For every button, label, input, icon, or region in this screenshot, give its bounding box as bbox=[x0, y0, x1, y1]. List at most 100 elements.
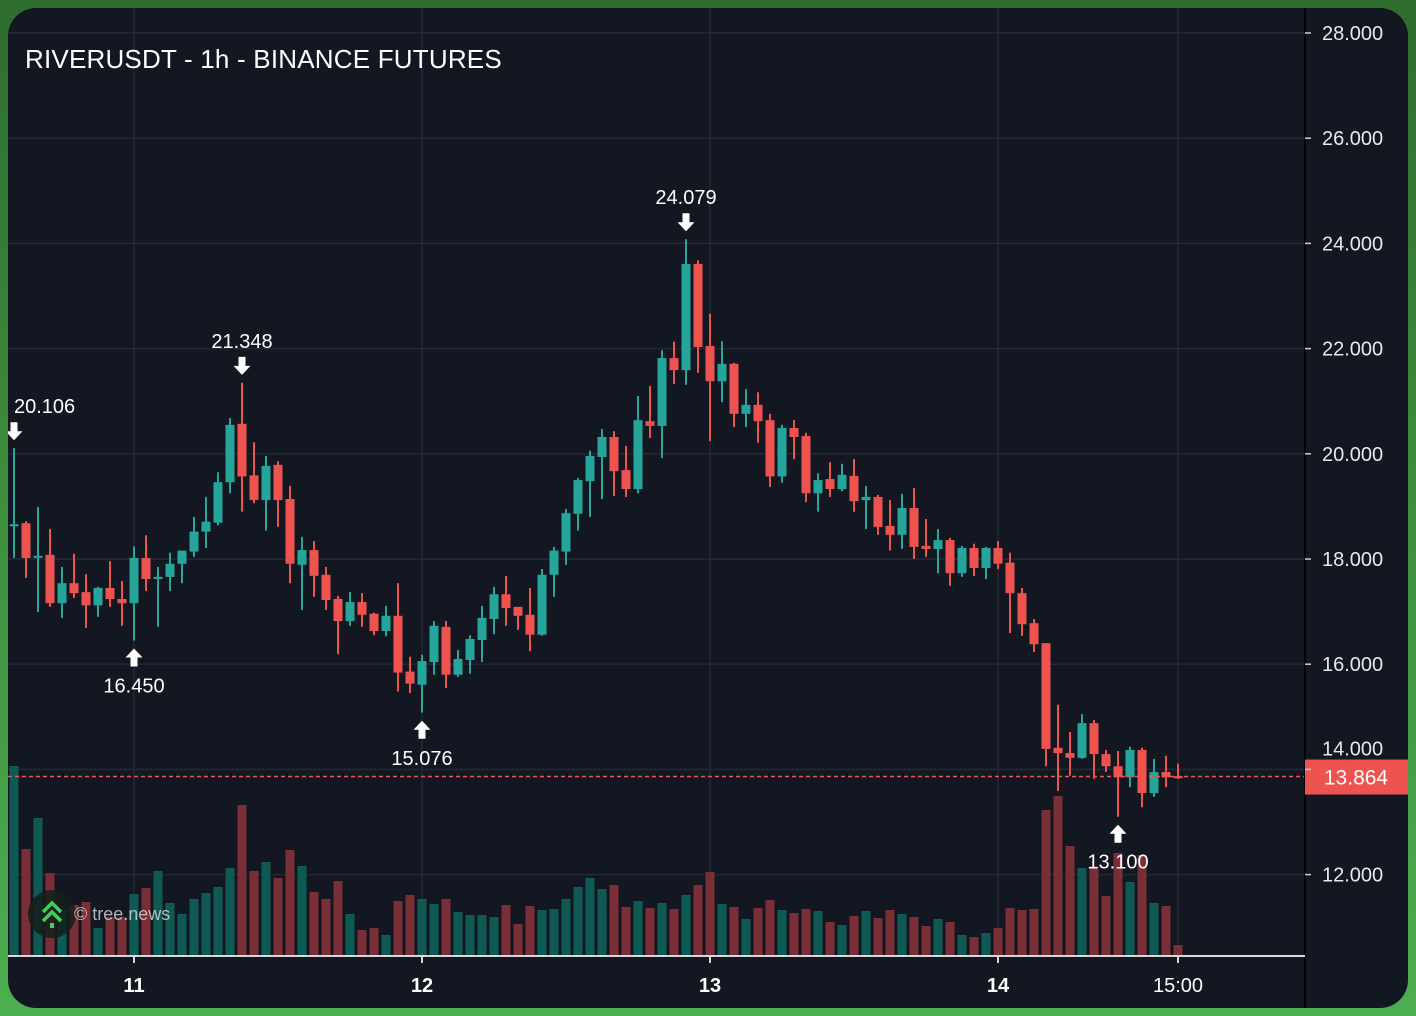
volume-bar bbox=[657, 903, 667, 955]
volume-bar bbox=[849, 916, 859, 955]
y-tick-label: 22.000 bbox=[1322, 339, 1383, 361]
candle bbox=[549, 546, 559, 597]
candle bbox=[345, 592, 355, 626]
candle bbox=[597, 429, 607, 500]
x-tick-label: 13 bbox=[699, 975, 721, 997]
volume-bar bbox=[249, 871, 259, 955]
candle bbox=[1029, 618, 1039, 653]
candle-body bbox=[1077, 723, 1087, 758]
candle-body bbox=[1125, 749, 1135, 778]
volume-bar bbox=[1137, 855, 1147, 955]
candle-body bbox=[909, 507, 919, 547]
candle bbox=[633, 395, 643, 494]
candle-body bbox=[153, 576, 163, 579]
candle bbox=[849, 459, 859, 512]
candlestick-chart[interactable]: 20.106 21.348 24.079 16.450 15.076 13.100 13.8… bbox=[8, 8, 1408, 1008]
candle-body bbox=[141, 557, 151, 579]
candle bbox=[861, 485, 871, 530]
candle-body bbox=[981, 547, 991, 568]
volume-bar bbox=[741, 919, 751, 955]
candle-body bbox=[741, 404, 751, 414]
candle bbox=[33, 506, 43, 613]
candle bbox=[225, 418, 235, 494]
candle-body bbox=[753, 404, 763, 422]
volume-bar bbox=[321, 899, 331, 955]
candle-body bbox=[201, 521, 211, 532]
candle-body bbox=[117, 598, 127, 604]
candle bbox=[1089, 719, 1099, 779]
candle-body bbox=[21, 523, 31, 558]
candle bbox=[897, 493, 907, 550]
volume-bar bbox=[345, 914, 355, 955]
volume-bar bbox=[753, 908, 763, 955]
volume-bar bbox=[1041, 810, 1051, 955]
candle-body bbox=[69, 583, 79, 594]
volume-bar bbox=[489, 917, 499, 955]
candle-body bbox=[969, 547, 979, 568]
candle-body bbox=[1017, 593, 1027, 625]
tree-arrows-icon bbox=[28, 890, 76, 938]
candle-body bbox=[933, 540, 943, 550]
candle bbox=[441, 621, 451, 688]
candle bbox=[621, 445, 631, 497]
candle-body bbox=[633, 420, 643, 490]
volume-bar bbox=[909, 917, 919, 955]
plot-area bbox=[8, 8, 1305, 955]
candle bbox=[693, 260, 703, 373]
candle bbox=[213, 472, 223, 526]
candle bbox=[417, 654, 427, 713]
candle-body bbox=[417, 661, 427, 685]
volume-bar bbox=[585, 878, 595, 955]
volume-bar bbox=[861, 911, 871, 955]
x-tick-label: 11 bbox=[123, 975, 144, 997]
candle-body bbox=[345, 602, 355, 622]
candle-body bbox=[873, 496, 883, 527]
candle bbox=[825, 462, 835, 497]
candle-body bbox=[897, 507, 907, 535]
volume-bar bbox=[597, 889, 607, 955]
candle-body bbox=[1041, 643, 1051, 749]
candle-body bbox=[105, 587, 115, 599]
candle-body bbox=[405, 671, 415, 684]
y-tick-label: 20.000 bbox=[1322, 444, 1383, 466]
candle bbox=[261, 455, 271, 531]
y-tick-label: 28.000 bbox=[1322, 23, 1383, 45]
candle-body bbox=[261, 465, 271, 501]
candle bbox=[237, 382, 247, 512]
candle bbox=[1053, 704, 1063, 791]
volume-bar bbox=[405, 895, 415, 955]
volume-bar bbox=[993, 928, 1003, 955]
volume-bar bbox=[477, 915, 487, 955]
candle bbox=[333, 595, 343, 655]
arrow-down-icon bbox=[8, 422, 23, 441]
candle-body bbox=[837, 474, 847, 490]
arrow-down-icon bbox=[677, 213, 695, 232]
candle bbox=[837, 463, 847, 492]
candle-body bbox=[729, 363, 739, 414]
candle bbox=[285, 485, 295, 584]
candle bbox=[297, 536, 307, 611]
volume-bar bbox=[453, 912, 463, 955]
x-tick-label: 14 bbox=[987, 975, 1010, 997]
volume-bar bbox=[1029, 909, 1039, 955]
volume-bar bbox=[561, 899, 571, 955]
volume-bar bbox=[717, 904, 727, 955]
candle-body bbox=[1113, 766, 1123, 778]
candle-body bbox=[573, 480, 583, 514]
arrow-up-icon bbox=[1109, 824, 1127, 843]
volume-bar bbox=[105, 917, 115, 955]
candle bbox=[1101, 749, 1111, 773]
volume-bar bbox=[1089, 866, 1099, 955]
volume-bar bbox=[897, 914, 907, 955]
candle bbox=[537, 568, 547, 636]
candle bbox=[1065, 732, 1075, 776]
candle bbox=[93, 586, 103, 617]
candle bbox=[717, 341, 727, 403]
candle-body bbox=[369, 613, 379, 632]
last-price-label: 13.864 bbox=[1324, 767, 1389, 790]
volume-bar bbox=[1017, 910, 1027, 955]
volume-bar bbox=[1065, 846, 1075, 955]
candle bbox=[981, 546, 991, 579]
candle bbox=[513, 606, 523, 631]
candle-body bbox=[33, 555, 43, 558]
